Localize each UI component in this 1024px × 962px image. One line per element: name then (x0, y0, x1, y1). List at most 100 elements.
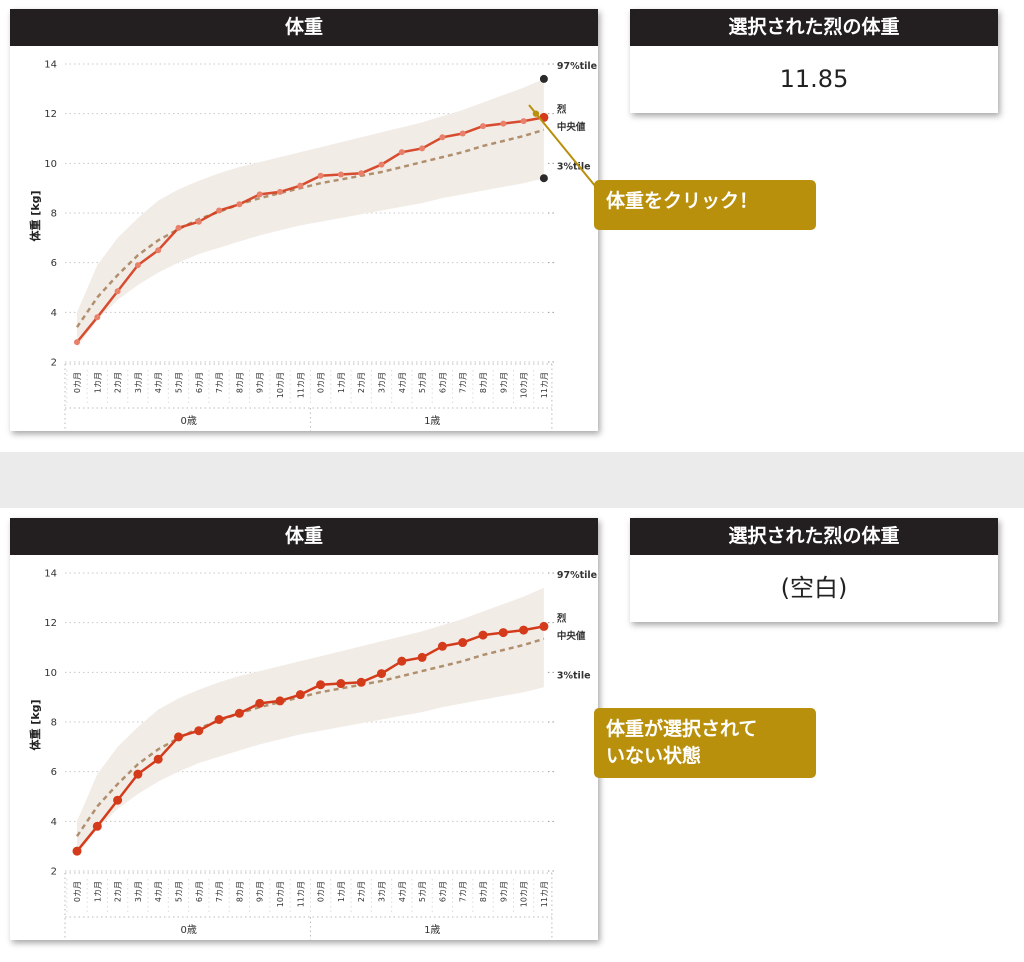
weight-point (256, 191, 263, 198)
weight-point (133, 769, 143, 779)
selected-weight-card: 選択された烈の体重 11.85 (630, 9, 998, 113)
y-axis-label: 体重 [kg] (28, 190, 42, 241)
x-tick-label: 6カ月 (195, 372, 204, 393)
x-tick-label: 0カ月 (73, 372, 82, 393)
legend-actual: 烈 (557, 103, 567, 115)
x-tick-label: 5カ月 (418, 881, 427, 902)
x-tick-label: 7カ月 (459, 372, 468, 393)
weight-point (275, 696, 285, 706)
percentile-band (77, 78, 544, 348)
weight-point (519, 625, 529, 635)
selected-weight-value: (空白) (780, 574, 848, 602)
year-label: 0歳 (180, 415, 196, 427)
y-tick-label: 2 (51, 358, 57, 369)
y-tick-label: 12 (44, 109, 57, 120)
x-tick-label: 2カ月 (357, 881, 366, 902)
x-tick-label: 9カ月 (499, 881, 508, 902)
y-tick-label: 10 (44, 159, 57, 170)
x-tick-label: 2カ月 (114, 881, 123, 902)
weight-point (500, 120, 507, 127)
x-tick-label: 5カ月 (175, 881, 184, 902)
weight-point (478, 630, 488, 640)
x-tick-label: 7カ月 (459, 881, 468, 902)
weight-point (419, 145, 426, 152)
x-tick-label: 11カ月 (540, 881, 549, 907)
percentile-band (77, 587, 544, 857)
weight-point (437, 641, 447, 651)
y-tick-label: 12 (44, 618, 57, 629)
x-tick-label: 9カ月 (499, 372, 508, 393)
x-tick-label: 8カ月 (235, 881, 244, 902)
weight-point (114, 288, 121, 295)
x-tick-label: 1カ月 (337, 881, 346, 902)
weight-point (337, 171, 344, 178)
x-tick-label: 4カ月 (398, 881, 407, 902)
callout-not-selected: 体重が選択されて いない状態 (594, 708, 816, 778)
x-tick-label: 7カ月 (215, 881, 224, 902)
weight-point (336, 679, 346, 689)
weight-point (74, 339, 80, 346)
weight-point (317, 172, 324, 179)
year-label: 1歳 (424, 415, 440, 427)
x-tick-label: 11カ月 (540, 372, 549, 398)
x-tick-label: 3カ月 (378, 372, 387, 393)
weight-point (498, 628, 508, 638)
weight-point (277, 188, 283, 195)
weight-point (520, 118, 527, 125)
weight-point (539, 621, 549, 631)
x-tick-label: 7カ月 (215, 372, 224, 393)
chart-title: 体重 (10, 9, 598, 46)
x-tick-label: 8カ月 (479, 881, 488, 902)
y-tick-label: 14 (44, 60, 57, 71)
y-tick-label: 6 (51, 767, 57, 778)
selected-weight-card: 選択された烈の体重 (空白) (630, 518, 998, 622)
weight-point (378, 161, 385, 168)
legend-median: 中央値 (557, 630, 586, 642)
x-tick-label: 9カ月 (256, 881, 265, 902)
weight-point (480, 123, 486, 130)
x-tick-label: 10カ月 (520, 881, 529, 907)
weight-point (459, 130, 466, 137)
x-tick-label: 2カ月 (114, 372, 123, 393)
x-tick-label: 0カ月 (73, 881, 82, 902)
weight-point (356, 677, 366, 687)
weight-point (134, 262, 141, 269)
x-tick-label: 6カ月 (438, 372, 447, 393)
value-card-title: 選択された烈の体重 (630, 518, 998, 555)
x-tick-label: 8カ月 (479, 372, 488, 393)
p3-marker (539, 174, 548, 183)
callout-pointer (528, 104, 601, 193)
x-tick-label: 8カ月 (235, 372, 244, 393)
y-tick-label: 4 (51, 308, 57, 319)
y-tick-label: 10 (44, 668, 57, 679)
year-label: 0歳 (180, 924, 196, 936)
weight-point (377, 669, 386, 679)
median-line (75, 128, 545, 328)
weight-point (397, 656, 407, 666)
x-tick-label: 1カ月 (337, 372, 346, 393)
x-tick-label: 10カ月 (520, 372, 529, 398)
legend-actual: 烈 (557, 612, 567, 624)
weight-point (174, 732, 183, 742)
x-tick-label: 10カ月 (276, 372, 285, 398)
weight-point (439, 134, 446, 141)
x-tick-label: 11カ月 (296, 372, 305, 398)
x-tick-label: 4カ月 (398, 372, 407, 393)
x-tick-label: 3カ月 (378, 881, 387, 902)
weight-point (113, 795, 123, 805)
legend-median: 中央値 (557, 121, 586, 133)
legend-p97: 97%tile (557, 570, 597, 581)
weight-point (234, 708, 244, 718)
x-tick-label: 6カ月 (195, 881, 204, 902)
weight-point (236, 201, 243, 208)
chart-title: 体重 (10, 518, 598, 555)
weight-chart-panel: 体重 2 4 6 8 10 12 14 体重 [kg] 97%tile 烈中央値 3%tile 0カ月… (10, 9, 598, 431)
legend-p97: 97%tile (557, 61, 597, 72)
x-tick-label: 5カ月 (418, 372, 427, 393)
legend-p3: 3%tile (557, 671, 591, 682)
weight-point (153, 754, 163, 764)
weight-point (398, 149, 405, 156)
x-tick-label: 3カ月 (134, 881, 143, 902)
